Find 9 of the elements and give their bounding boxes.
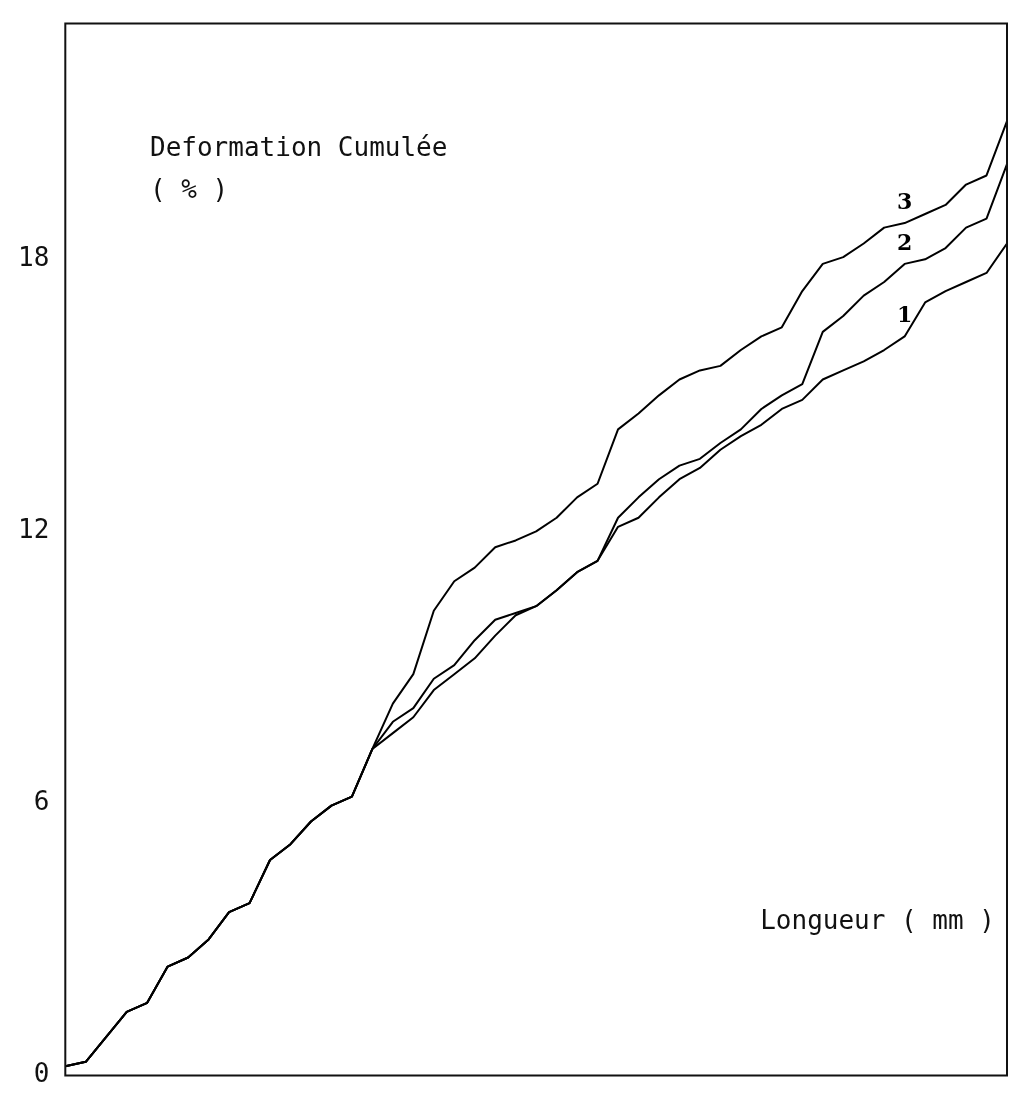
y-tick-label: 18 xyxy=(17,242,50,273)
y-tick-label: 6 xyxy=(33,786,50,817)
series-label: 3 xyxy=(896,188,913,215)
y-tick-label: 12 xyxy=(17,514,50,545)
y-tick-label: 0 xyxy=(33,1058,50,1089)
x-axis-title: Longueur ( mm ) xyxy=(760,905,995,935)
series-label: 1 xyxy=(896,301,913,328)
series-label: 2 xyxy=(896,228,913,255)
y-axis-title: Deformation Cumulée ( % ) xyxy=(150,131,449,206)
